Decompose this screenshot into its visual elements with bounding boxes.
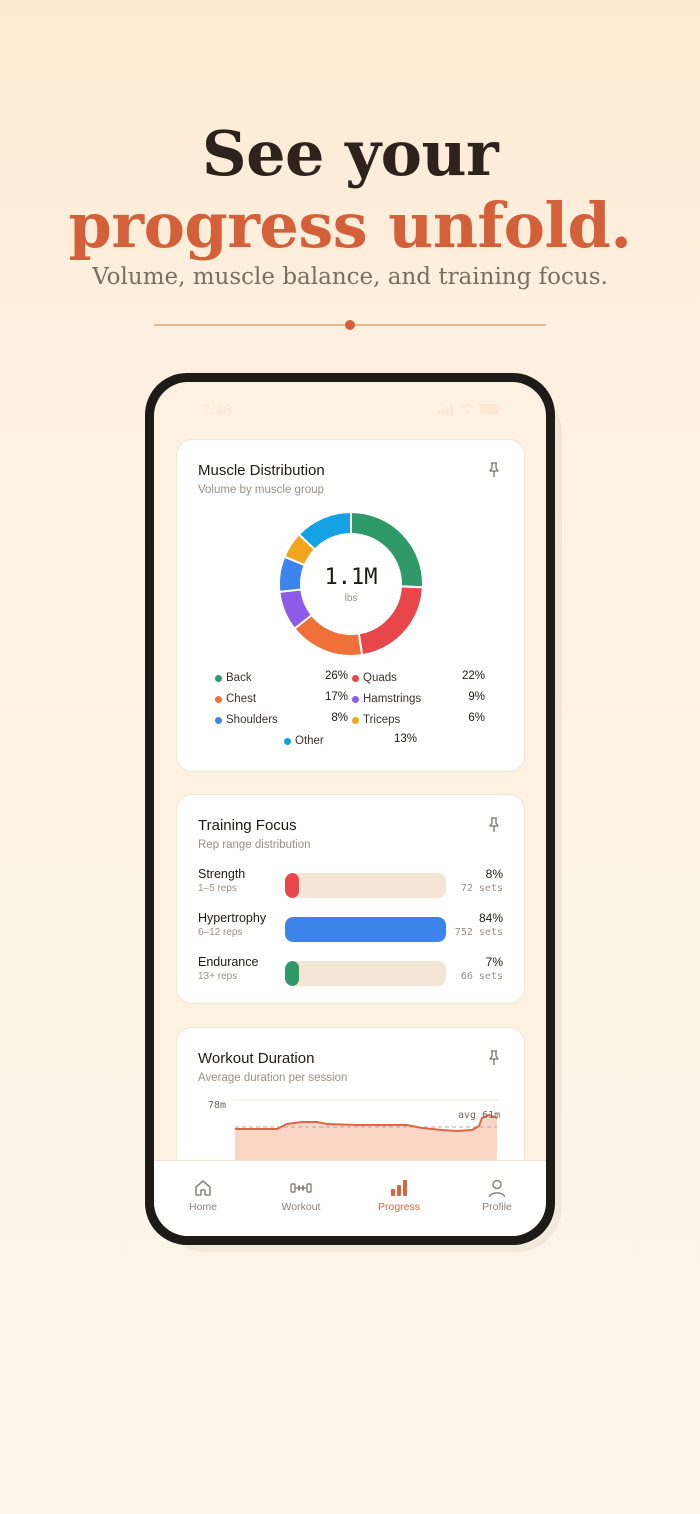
row-range: 1–5 reps: [198, 883, 237, 894]
progress-fill: [285, 917, 446, 942]
training-focus-card: Training Focus Rep range distribution St…: [176, 794, 525, 1004]
tab-label: Progress: [377, 1201, 420, 1213]
hero-divider-dot: [345, 320, 355, 330]
row-name: Hypertrophy: [198, 911, 267, 925]
progress-fill: [285, 873, 300, 898]
legend-label: Chest: [226, 693, 257, 705]
training-row-strength: Strength 1–5 reps 8% 72 sets: [198, 867, 503, 901]
card-subtitle: Volume by muscle group: [198, 484, 324, 496]
tab-bar: Home Workout Progress Profile: [154, 1160, 546, 1236]
legend-item-back: Back: [215, 670, 252, 686]
battery-icon: [480, 404, 502, 415]
tab-home[interactable]: Home: [154, 1177, 252, 1213]
duration-y-label: 78m: [208, 1100, 227, 1111]
tab-label: Home: [188, 1201, 217, 1213]
row-range: 6–12 reps: [198, 927, 243, 938]
legend-dot: [352, 674, 359, 682]
muscle-distribution-card: Muscle Distribution Volume by muscle gro…: [176, 439, 525, 772]
donut-chart: 1.1M lbs: [278, 510, 424, 657]
card-subtitle: Rep range distribution: [198, 839, 311, 851]
tab-progress[interactable]: Progress: [350, 1177, 448, 1213]
legend-item-hamstrings: Hamstrings: [352, 691, 421, 707]
row-sets: 752 sets: [454, 927, 503, 938]
person-icon: [488, 1179, 506, 1198]
row-sets: 66 sets: [460, 971, 503, 982]
hero: See your progress unfold. Volume, muscle…: [0, 117, 700, 291]
phone-frame: 7:38 Muscle Distribution Volume by muscl…: [145, 373, 555, 1245]
hero-subtitle: Volume, muscle balance, and training foc…: [92, 264, 608, 290]
status-icons: [437, 404, 502, 415]
tab-workout[interactable]: Workout: [252, 1177, 350, 1213]
row-percent: 8%: [485, 867, 503, 881]
pin-icon[interactable]: [488, 462, 500, 478]
legend-pct: 8%: [331, 712, 348, 724]
progress-track: [285, 961, 446, 986]
wifi-icon: [459, 404, 474, 415]
legend-label: Quads: [363, 672, 397, 684]
legend-label: Shoulders: [226, 714, 278, 726]
legend-pct: 22%: [461, 670, 485, 682]
card-title: Workout Duration: [198, 1050, 315, 1067]
legend-item-quads: Quads: [352, 670, 397, 686]
legend-pct: 6%: [468, 712, 485, 724]
pin-icon[interactable]: [488, 817, 500, 833]
duration-line: [235, 1113, 498, 1133]
status-bar: 7:38: [154, 382, 546, 434]
bar-chart-icon: [391, 1180, 407, 1196]
legend-dot: [215, 716, 222, 724]
legend-dot: [215, 674, 222, 682]
status-time: 7:38: [202, 402, 233, 419]
card-subtitle: Average duration per session: [198, 1072, 348, 1084]
training-row-endurance: Endurance 13+ reps 7% 66 sets: [198, 955, 503, 989]
donut-center-unit: lbs: [345, 593, 358, 604]
pin-icon[interactable]: [488, 1050, 500, 1066]
phone-screen: 7:38 Muscle Distribution Volume by muscl…: [154, 382, 546, 1236]
donut-slice-other: [297, 510, 352, 551]
card-title: Muscle Distribution: [198, 462, 325, 479]
row-sets: 72 sets: [460, 883, 503, 894]
signal-icon: [437, 404, 453, 415]
tab-label: Workout: [281, 1201, 321, 1213]
legend-pct: 17%: [324, 691, 348, 703]
progress-track: [285, 917, 446, 942]
legend-label: Hamstrings: [363, 693, 422, 705]
progress-fill: [285, 961, 300, 986]
donut-center-value: 1.1M: [325, 565, 378, 590]
row-name: Strength: [198, 867, 246, 881]
row-percent: 84%: [478, 911, 503, 925]
legend-label: Triceps: [363, 714, 401, 726]
legend-dot: [352, 716, 359, 724]
legend-item-other: Other: [284, 733, 324, 749]
legend-label: Back: [226, 672, 252, 684]
legend-dot: [284, 737, 291, 745]
row-percent: 7%: [485, 955, 503, 969]
donut-slice-quads: [357, 585, 424, 657]
row-range: 13+ reps: [198, 971, 238, 982]
legend-item-shoulders: Shoulders: [215, 712, 278, 728]
legend-dot: [352, 695, 359, 703]
legend-dot: [215, 695, 222, 703]
tab-label: Profile: [482, 1201, 512, 1213]
row-name: Endurance: [198, 955, 259, 969]
dumbbell-icon: [290, 1183, 312, 1193]
legend-label: Other: [295, 735, 324, 747]
card-title: Training Focus: [198, 817, 297, 834]
duration-avg-label: avg 61m: [458, 1110, 501, 1121]
legend-pct: 26%: [324, 670, 348, 682]
hero-title-line1: See your: [201, 117, 499, 190]
tab-profile[interactable]: Profile: [448, 1177, 546, 1213]
legend-item-triceps: Triceps: [352, 712, 400, 728]
home-icon: [195, 1180, 211, 1196]
legend-item-chest: Chest: [215, 691, 256, 707]
hero-title-line2: progress unfold.: [68, 189, 632, 262]
training-row-hypertrophy: Hypertrophy 6–12 reps 84% 752 sets: [198, 911, 503, 945]
legend-pct: 13%: [393, 733, 417, 745]
legend-pct: 9%: [468, 691, 485, 703]
progress-track: [285, 873, 446, 898]
